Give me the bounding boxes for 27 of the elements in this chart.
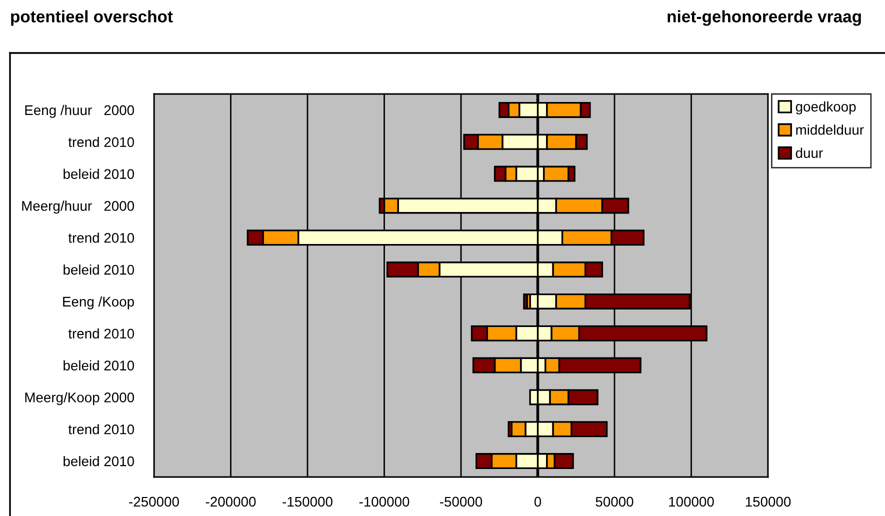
y-tick-label: trend 2010 (68, 424, 134, 434)
y-tick-label: trend 2010 (68, 136, 134, 148)
text: potentieel overschot (11, 10, 173, 26)
x-tick-label: -250000 (129, 496, 179, 507)
x-tick-label: -50000 (440, 496, 482, 507)
x-tick-label: -200000 (206, 496, 256, 507)
y-tick-label: Eeng /Koop (63, 296, 134, 310)
x-tick-label: -150000 (282, 496, 332, 507)
y-tick-label: Meerg/Koop 2000 (25, 392, 134, 406)
y-tick-label: beleid 2010 (64, 264, 134, 275)
legend-label: duur (796, 148, 823, 158)
y-tick-label: trend 2010 (68, 328, 134, 339)
y-tick-label: Eeng /huur 2000 (25, 104, 134, 118)
legend-label: goedkoop (796, 101, 856, 114)
x-tick-label: 150000 (746, 496, 791, 507)
text: niet-gehonoreerde vraag (668, 10, 861, 26)
bar (523, 293, 528, 310)
y-tick-label: beleid 2010 (64, 168, 134, 179)
y-tick-label: beleid 2010 (64, 360, 134, 370)
x-tick-label: 100000 (669, 496, 714, 507)
y-tick-label: trend 2010 (68, 232, 134, 243)
y-tick-label: Meerg/huur 2000 (22, 200, 134, 214)
x-tick-label: 50000 (596, 496, 634, 507)
x-tick-label: 0 (534, 496, 542, 507)
x-tick-label: -100000 (359, 496, 410, 507)
y-tick-label: beleid 2010 (64, 456, 134, 466)
legend-label: middelduur (796, 124, 864, 135)
